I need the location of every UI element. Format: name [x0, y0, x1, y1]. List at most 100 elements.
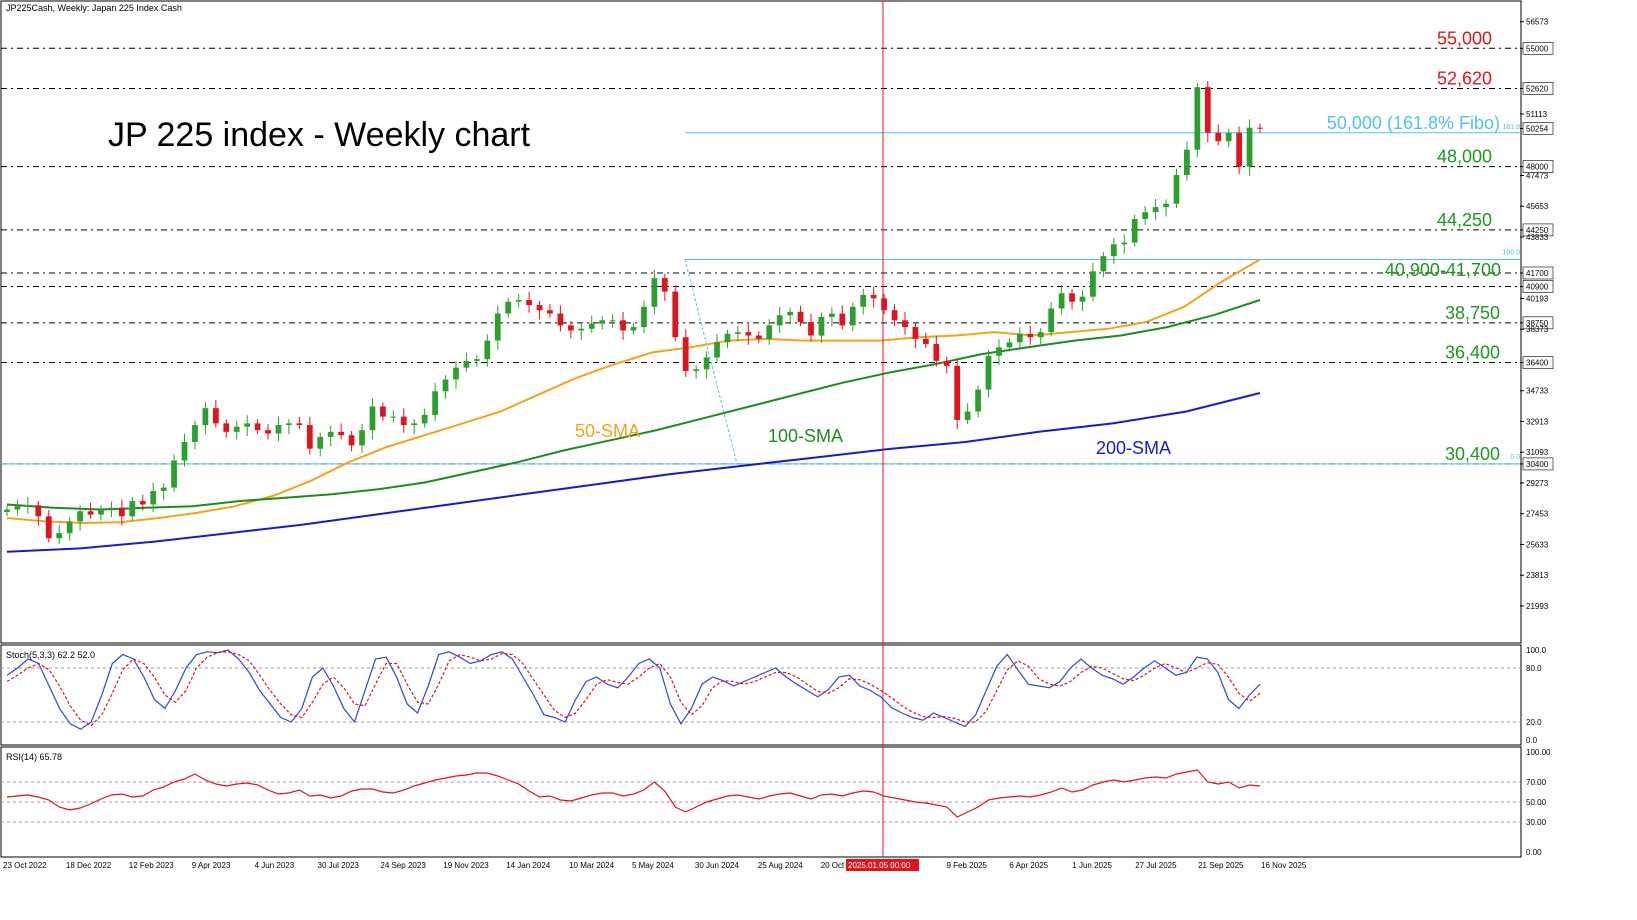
- price-tick-label: 40193: [1526, 294, 1549, 303]
- candle-body: [536, 305, 543, 311]
- candle-body: [432, 391, 438, 415]
- candle-body: [839, 313, 846, 326]
- price-box: [1522, 122, 1554, 135]
- price-tick-label: 27453: [1526, 510, 1549, 519]
- candle-body: [453, 367, 459, 380]
- x-tick-label: 19 Nov 2023: [443, 861, 489, 870]
- candle-body: [150, 490, 157, 505]
- candle-body: [693, 369, 700, 371]
- price-tick-label: 45653: [1526, 202, 1549, 211]
- candle-body: [139, 501, 146, 505]
- price-tick-label: 41700: [1526, 269, 1549, 278]
- candle-body: [118, 507, 125, 517]
- candle-body: [380, 406, 386, 417]
- price-tick-label: 55000: [1526, 44, 1549, 53]
- price-tick-label: 48000: [1526, 163, 1549, 172]
- candle-body: [787, 311, 793, 316]
- price-tick-label: 34733: [1526, 387, 1549, 396]
- candle-body: [1163, 203, 1169, 208]
- candle-body: [703, 357, 710, 370]
- candle-body: [359, 430, 365, 446]
- price-box: [1522, 280, 1554, 293]
- candle-body: [1058, 293, 1065, 309]
- candle-body: [181, 441, 188, 461]
- candle-body: [766, 325, 773, 339]
- price-box: [1522, 42, 1554, 55]
- candle-body: [484, 340, 491, 360]
- price-tick-label: 56573: [1526, 18, 1549, 27]
- x-tick-label: 18 Dec 2022: [66, 861, 112, 870]
- rsi-line: [6, 769, 1261, 818]
- candle-body: [964, 411, 971, 420]
- level-label: 55,000: [1437, 28, 1492, 48]
- candle-body: [860, 294, 867, 307]
- candle-body: [849, 306, 856, 326]
- stoch-panel: [0, 644, 1522, 746]
- candle-body: [818, 316, 825, 336]
- price-tick-label: 51113: [1526, 110, 1548, 119]
- candle-body: [557, 313, 564, 326]
- x-tick-label: 4 Jun 2023: [255, 861, 295, 870]
- candle-body: [108, 507, 115, 510]
- candle-body: [1110, 244, 1117, 257]
- fibo-level-label: 0.0: [1510, 454, 1520, 461]
- candle-body: [1006, 342, 1013, 348]
- candle-body: [265, 430, 271, 434]
- level-label: 30,400: [1445, 444, 1500, 464]
- candle-body: [912, 327, 919, 339]
- price-box: [1522, 82, 1554, 95]
- candle-body: [1100, 256, 1107, 272]
- candle-body: [66, 521, 73, 534]
- rsi-tick-label: 0.00: [1526, 848, 1542, 857]
- x-tick-label: 9 Feb 2025: [947, 861, 988, 870]
- stoch-line-main: [6, 649, 1261, 730]
- candle-body: [672, 291, 679, 338]
- candle-body: [275, 425, 282, 434]
- chart-title: JP 225 index - Weekly chart: [108, 116, 531, 154]
- candle-body: [212, 408, 219, 424]
- candle-body: [808, 322, 814, 336]
- price-tick-label: 32913: [1526, 417, 1549, 426]
- x-tick-label: 23 Oct 2022: [3, 861, 47, 870]
- price-box: [1522, 457, 1554, 471]
- candle-body: [714, 342, 720, 358]
- candle-body: [745, 332, 752, 336]
- candle-body: [25, 505, 31, 507]
- candle-body: [954, 365, 961, 420]
- sma-line-200-sma: [6, 392, 1261, 553]
- candle-body: [661, 278, 668, 292]
- x-tick-label: 21 Sep 2025: [1198, 861, 1244, 870]
- crosshair-date-box: [846, 859, 919, 871]
- candle-body: [735, 332, 741, 334]
- candle-body: [327, 431, 334, 437]
- candle-body: [421, 414, 428, 424]
- price-tick-label: 21993: [1526, 602, 1549, 611]
- candle-body: [922, 338, 929, 344]
- x-tick-label: 9 Apr 2023: [192, 861, 231, 870]
- candle-body: [1131, 218, 1138, 243]
- x-tick-label: 6 Apr 2025: [1009, 861, 1048, 870]
- candle-body: [306, 425, 313, 449]
- candle-body: [1225, 132, 1232, 142]
- candle-body: [160, 487, 167, 491]
- candle-body: [338, 431, 345, 436]
- x-tick-label: 5 May 2024: [632, 861, 674, 870]
- candle-body: [4, 509, 10, 513]
- crosshair-date-label: 2025.01.05 00:00: [848, 861, 911, 870]
- candle-body: [1173, 175, 1180, 204]
- candle-body: [1037, 332, 1044, 338]
- candle-body: [400, 416, 407, 426]
- candle-body: [317, 436, 324, 449]
- price-tick-label: 31093: [1526, 448, 1549, 457]
- candle-body: [1121, 242, 1128, 245]
- candle-body: [1142, 212, 1149, 219]
- candle-body: [77, 511, 83, 522]
- fibo-trend: [684, 259, 738, 465]
- candle-body: [567, 325, 574, 331]
- level-label: 44,250: [1437, 210, 1492, 230]
- candle-body: [1048, 308, 1055, 333]
- candle-body: [411, 423, 418, 426]
- candle-body: [14, 506, 21, 510]
- price-tick-label: 38373: [1526, 325, 1549, 334]
